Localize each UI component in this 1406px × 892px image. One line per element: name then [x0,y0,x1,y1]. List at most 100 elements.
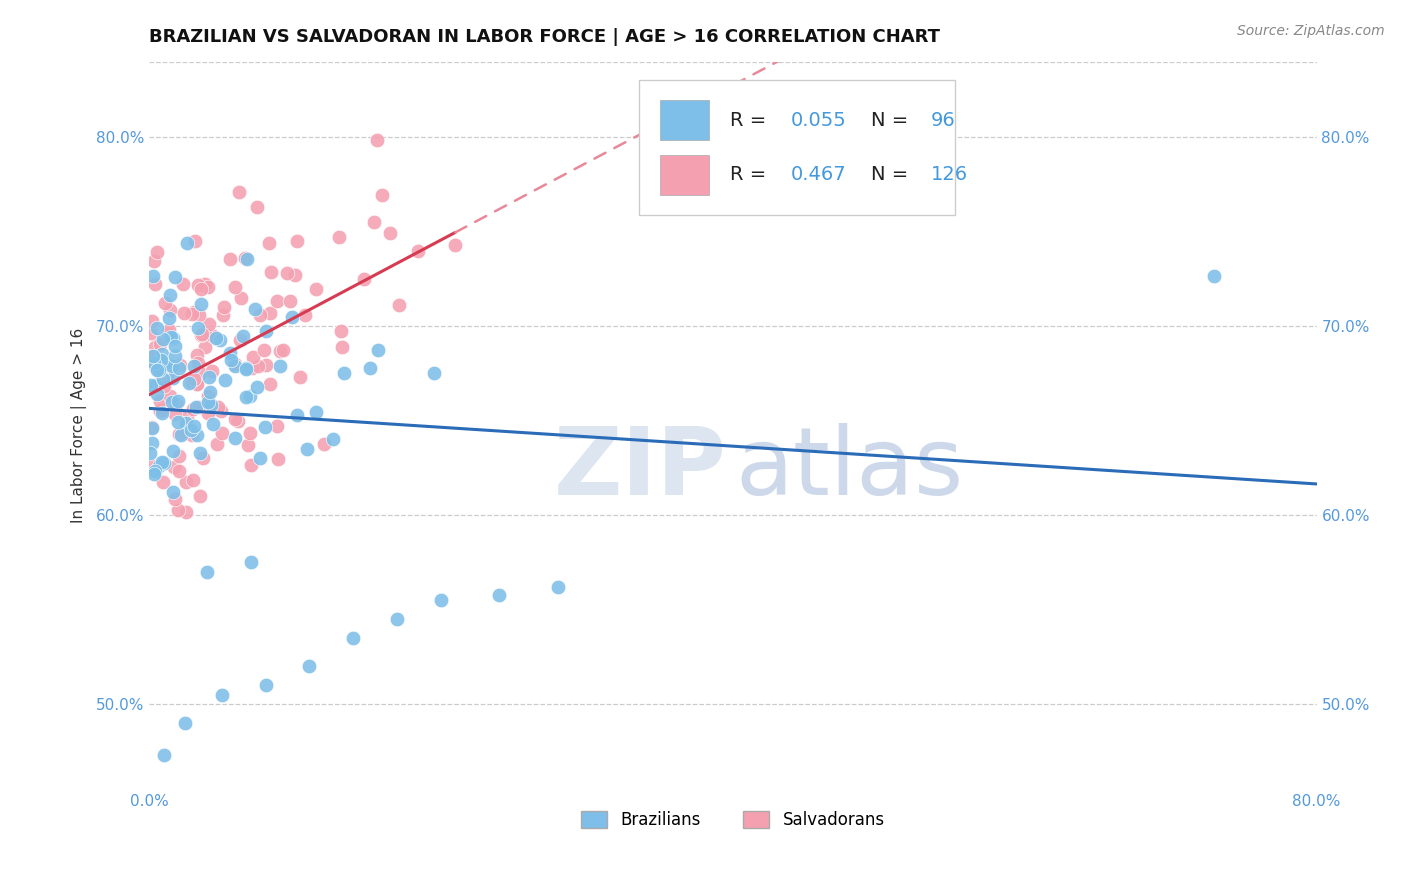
Text: 0.467: 0.467 [792,165,846,184]
Point [186,377,208,392]
Point [139,446,162,460]
Point [284,268,307,283]
Point [141,420,163,434]
Point [142,269,165,284]
Point [156,368,179,382]
Point [146,363,169,377]
Point [159,330,181,344]
Point [444,237,467,252]
Point [219,352,242,367]
Point [145,377,167,392]
Point [367,343,389,357]
Point [163,339,186,353]
Point [245,301,267,316]
Point [240,360,263,375]
Point [205,437,228,451]
Point [181,401,204,416]
Point [162,331,184,345]
Point [150,353,173,368]
Text: ZIP: ZIP [554,423,727,516]
Point [229,333,252,347]
Point [211,688,233,702]
Point [169,359,191,373]
Point [249,308,271,322]
Point [193,340,215,354]
Point [228,185,250,199]
Point [235,361,257,376]
Point [186,376,208,391]
Point [190,282,212,296]
Text: N =: N = [870,165,914,184]
Point [232,329,254,343]
Point [167,415,190,429]
Point [294,308,316,322]
Point [280,293,302,308]
Point [159,359,181,373]
Point [197,389,219,403]
Text: 0.055: 0.055 [792,111,846,129]
Point [146,321,169,335]
Point [152,372,174,386]
Point [150,406,173,420]
Point [152,456,174,470]
Point [159,302,181,317]
Point [150,347,173,361]
Point [191,326,214,341]
Point [173,306,195,320]
Point [276,266,298,280]
Point [163,407,186,421]
Text: N =: N = [870,111,914,129]
Point [298,659,321,673]
Legend: Brazilians, Salvadorans: Brazilians, Salvadorans [574,804,891,836]
Point [174,475,197,490]
Point [149,404,172,418]
Point [176,505,198,519]
Point [183,304,205,318]
Point [197,406,219,420]
Point [187,321,209,335]
Point [174,716,197,731]
Point [167,361,190,376]
Point [257,236,280,251]
Point [239,458,262,473]
Point [184,234,207,248]
Point [246,380,269,394]
Point [267,452,290,467]
Point [200,398,222,412]
Point [378,227,401,241]
Point [149,376,172,390]
Point [236,438,259,452]
Point [214,373,236,387]
Point [143,467,166,482]
Point [211,426,233,441]
Point [150,455,173,469]
FancyBboxPatch shape [640,80,955,215]
Point [167,464,190,478]
Point [249,450,271,465]
Point [281,310,304,325]
Point [235,390,257,404]
Point [180,423,202,437]
Point [149,393,172,408]
Point [157,327,180,342]
Point [187,400,209,414]
Point [180,375,202,389]
Point [371,187,394,202]
Point [176,409,198,424]
Point [388,298,411,312]
Text: R =: R = [730,165,773,184]
Point [253,420,276,434]
Point [385,612,408,626]
Point [181,473,204,487]
Point [285,408,308,422]
Point [188,366,211,380]
Point [181,428,204,442]
Text: 96: 96 [931,111,956,129]
Point [152,332,174,346]
Point [183,372,205,386]
Point [159,389,181,403]
Point [211,309,233,323]
Point [242,350,264,364]
Point [200,364,222,378]
Point [162,370,184,384]
